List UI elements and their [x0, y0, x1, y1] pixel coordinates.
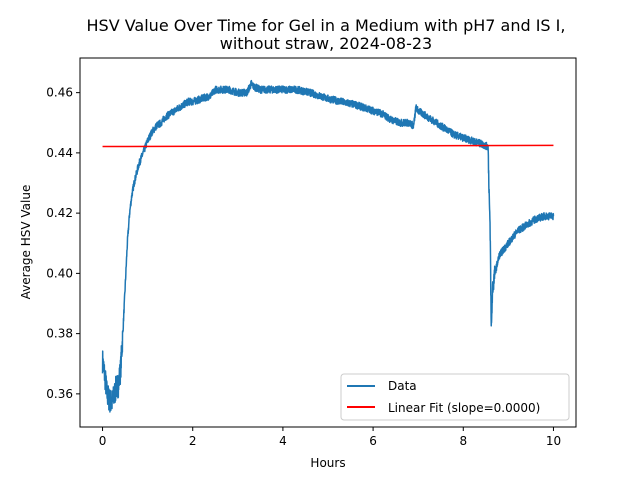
chart-title-line-2: without straw, 2024-08-23	[220, 34, 432, 53]
x-tick-label: 8	[459, 434, 467, 448]
legend-box	[340, 373, 570, 421]
x-tick-label: 6	[369, 434, 377, 448]
x-tick-label: 0	[99, 434, 107, 448]
legend: Data Linear Fit (slope=0.0000)	[340, 373, 570, 421]
chart-title-line-1: HSV Value Over Time for Gel in a Medium …	[87, 16, 566, 35]
y-tick-label: 0.38	[46, 327, 73, 341]
y-tick-label: 0.36	[46, 387, 73, 401]
y-tick-label: 0.40	[46, 266, 73, 280]
fit-line	[102, 144, 554, 148]
legend-data-label: Data	[388, 379, 417, 393]
y-tick-label: 0.46	[46, 86, 73, 100]
plot-frame	[79, 57, 577, 428]
data-line	[101, 79, 555, 413]
fit-series	[102, 144, 554, 148]
y-axis-label: Average HSV Value	[19, 185, 33, 300]
legend-fit-label: Linear Fit (slope=0.0000)	[388, 401, 540, 415]
y-axis: 0.36 0.38 0.40 0.42 0.44 0.46	[46, 86, 80, 401]
x-tick-label: 10	[546, 434, 561, 448]
x-axis-label: Hours	[310, 456, 345, 470]
data-series	[101, 79, 555, 413]
x-axis: 0 2 4 6 8 10	[99, 427, 561, 448]
x-tick-label: 2	[189, 434, 197, 448]
y-tick-label: 0.44	[46, 146, 73, 160]
y-tick-label: 0.42	[46, 206, 73, 220]
plot-area	[79, 57, 577, 428]
x-tick-label: 4	[279, 434, 287, 448]
